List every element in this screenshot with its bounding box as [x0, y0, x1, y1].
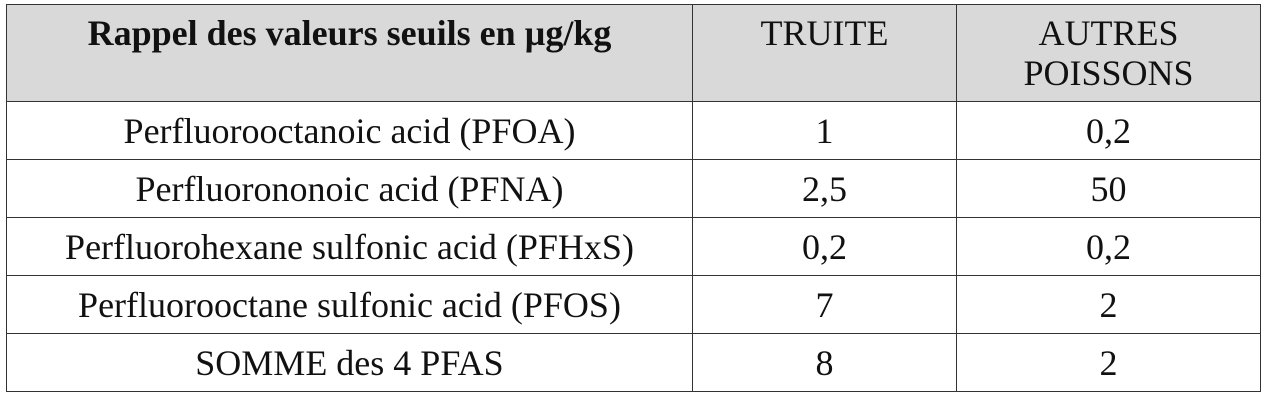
- threshold-values-table: Rappel des valeurs seuils en µg/kg TRUIT…: [6, 4, 1261, 392]
- cell-autres: 50: [956, 159, 1261, 218]
- cell-substance: Perfluorohexane sulfonic acid (PFHxS): [6, 217, 693, 276]
- cell-truite: 1: [692, 101, 957, 160]
- table-row: Perfluorohexane sulfonic acid (PFHxS) 0,…: [6, 217, 1261, 276]
- cell-autres: 2: [956, 333, 1261, 392]
- table-row: Perfluorooctanoic acid (PFOA) 1 0,2: [6, 101, 1261, 160]
- cell-autres: 0,2: [956, 217, 1261, 276]
- cell-substance: Perfluorooctane sulfonic acid (PFOS): [6, 275, 693, 334]
- header-autres-line2: POISSONS: [1023, 53, 1194, 93]
- header-truite: TRUITE: [692, 4, 957, 102]
- cell-autres: 0,2: [956, 101, 1261, 160]
- header-autres-poissons: AUTRES POISSONS: [956, 4, 1261, 102]
- table-row: Perfluorooctane sulfonic acid (PFOS) 7 2: [6, 275, 1261, 334]
- table-header-row: Rappel des valeurs seuils en µg/kg TRUIT…: [6, 4, 1261, 102]
- header-autres-line1: AUTRES: [1038, 13, 1179, 53]
- table-row: SOMME des 4 PFAS 8 2: [6, 333, 1261, 392]
- cell-truite: 7: [692, 275, 957, 334]
- header-substance: Rappel des valeurs seuils en µg/kg: [6, 4, 693, 102]
- cell-truite: 2,5: [692, 159, 957, 218]
- cell-truite: 0,2: [692, 217, 957, 276]
- cell-substance: Perfluorooctanoic acid (PFOA): [6, 101, 693, 160]
- cell-substance: Perfluorononoic acid (PFNA): [6, 159, 693, 218]
- cell-substance: SOMME des 4 PFAS: [6, 333, 693, 392]
- cell-autres: 2: [956, 275, 1261, 334]
- table-row: Perfluorononoic acid (PFNA) 2,5 50: [6, 159, 1261, 218]
- cell-truite: 8: [692, 333, 957, 392]
